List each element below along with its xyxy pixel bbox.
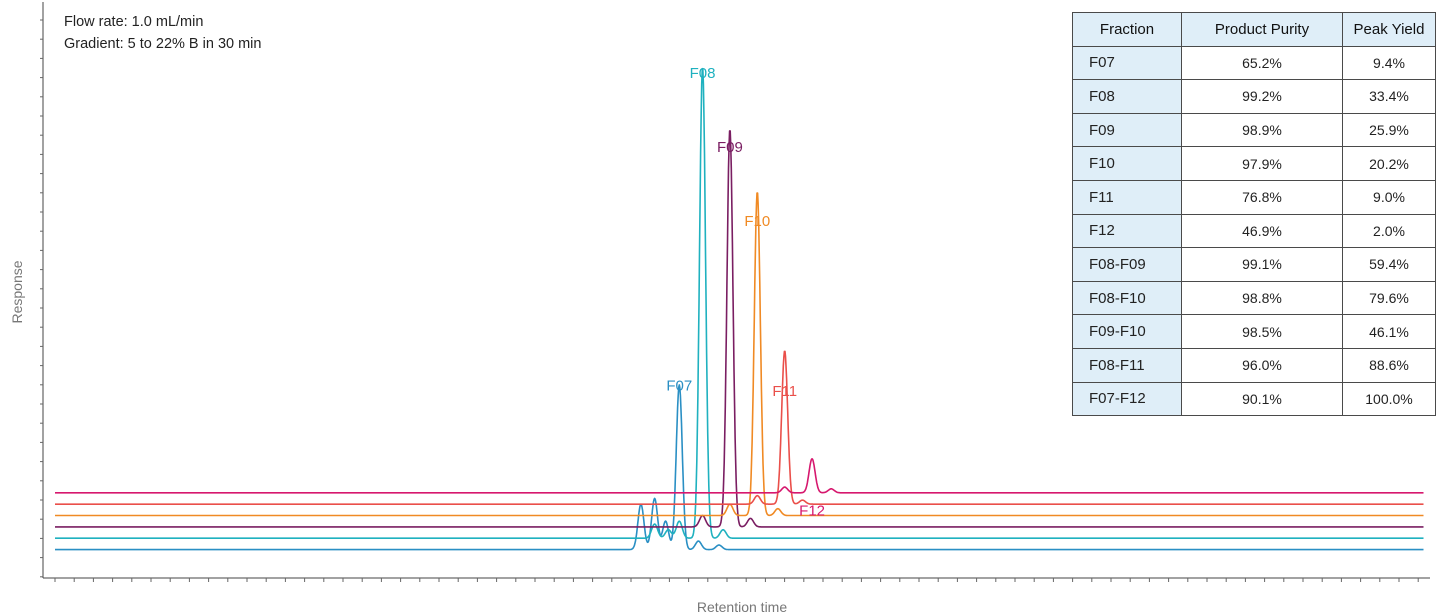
purity-cell: 99.1% (1181, 247, 1343, 282)
purity-cell: 65.2% (1181, 45, 1343, 81)
purity-cell: 46.9% (1181, 213, 1343, 249)
chart-axes (40, 2, 1430, 582)
fraction-cell: F08 (1072, 79, 1182, 114)
trace-f10 (54, 192, 1424, 517)
table-row: F09 98.9% 25.9% (1072, 112, 1436, 148)
yield-cell: 88.6% (1342, 347, 1436, 383)
header-peak-yield: Peak Yield (1342, 12, 1436, 47)
fraction-cell: F08-F10 (1072, 280, 1182, 316)
fraction-cell: F07-F12 (1072, 381, 1182, 417)
purity-cell: 90.1% (1181, 381, 1343, 417)
annotation-flow-rate: Flow rate: 1.0 mL/min (64, 14, 203, 30)
x-axis-title: Retention time (697, 599, 787, 615)
table-header-row: Fraction Product Purity Peak Yield (1072, 12, 1436, 47)
y-axis-title: Response (9, 260, 25, 323)
fraction-cell: F07 (1072, 45, 1182, 81)
yield-cell: 33.4% (1342, 79, 1436, 114)
fraction-cell: F09 (1072, 112, 1182, 148)
annotation-gradient: Gradient: 5 to 22% B in 30 min (64, 36, 261, 52)
yield-cell: 9.0% (1342, 179, 1436, 215)
table-row: F08-F10 98.8% 79.6% (1072, 280, 1436, 316)
trace-f12 (54, 458, 1424, 494)
header-product-purity: Product Purity (1181, 12, 1343, 47)
peak-label-f09: F09 (717, 139, 743, 156)
yield-cell: 25.9% (1342, 112, 1436, 148)
fraction-cell: F12 (1072, 213, 1182, 249)
peak-label-f11: F11 (772, 383, 797, 400)
purity-cell: 98.9% (1181, 112, 1343, 148)
fraction-cell: F11 (1072, 179, 1182, 215)
table-row: F08 99.2% 33.4% (1072, 79, 1436, 114)
fraction-cell: F09-F10 (1072, 314, 1182, 349)
yield-cell: 46.1% (1342, 314, 1436, 349)
peak-label-f12: F12 (799, 503, 825, 520)
purity-cell: 76.8% (1181, 179, 1343, 215)
peak-label-f08: F08 (690, 65, 716, 82)
fraction-cell: F08-F11 (1072, 347, 1182, 383)
purity-cell: 97.9% (1181, 146, 1343, 181)
yield-cell: 2.0% (1342, 213, 1436, 249)
fraction-cell: F10 (1072, 146, 1182, 181)
purity-cell: 99.2% (1181, 79, 1343, 114)
fraction-summary-table: Fraction Product Purity Peak Yield F07 65… (1072, 12, 1436, 417)
table-row: F08-F11 96.0% 88.6% (1072, 347, 1436, 383)
yield-cell: 20.2% (1342, 146, 1436, 181)
yield-cell: 79.6% (1342, 280, 1436, 316)
trace-f07 (54, 384, 1424, 551)
fraction-cell: F08-F09 (1072, 247, 1182, 282)
table-row: F07 65.2% 9.4% (1072, 45, 1436, 81)
trace-f09 (54, 130, 1424, 528)
trace-f11 (54, 350, 1424, 506)
yield-cell: 100.0% (1342, 381, 1436, 417)
peak-label-f10: F10 (744, 213, 770, 230)
yield-cell: 9.4% (1342, 45, 1436, 81)
trace-f08 (54, 67, 1424, 540)
table-body: F07 65.2% 9.4% F08 99.2% 33.4% F09 98.9% 25.9% F1… (1072, 45, 1436, 417)
table-row: F08-F09 99.1% 59.4% (1072, 247, 1436, 282)
chromatogram-traces (54, 67, 1424, 551)
purity-cell: 98.8% (1181, 280, 1343, 316)
peak-label-f07: F07 (666, 378, 692, 395)
table-row: F12 46.9% 2.0% (1072, 213, 1436, 249)
table-row: F11 76.8% 9.0% (1072, 179, 1436, 215)
table-row: F07-F12 90.1% 100.0% (1072, 381, 1436, 417)
purity-cell: 98.5% (1181, 314, 1343, 349)
peak-labels: F07 F08 F09 F10 F11 F12 (666, 65, 825, 519)
yield-cell: 59.4% (1342, 247, 1436, 282)
table-row: F10 97.9% 20.2% (1072, 146, 1436, 181)
purity-cell: 96.0% (1181, 347, 1343, 383)
header-fraction: Fraction (1072, 12, 1182, 47)
table-row: F09-F10 98.5% 46.1% (1072, 314, 1436, 349)
